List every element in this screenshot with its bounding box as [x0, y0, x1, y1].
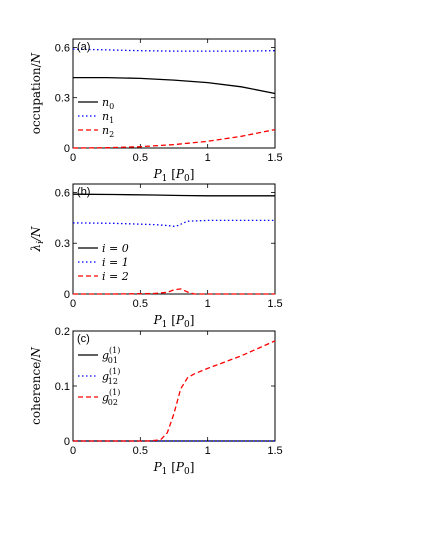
y-tick-label: 0	[64, 436, 70, 448]
series-line-3	[73, 288, 275, 295]
chart-panel-2: 0 0.5 1 1.5 0 0.3 0.6 (b) i = 0i = 1i = 2 P1 [P0]…	[29, 183, 283, 330]
legend-entry: g(1) 02	[102, 388, 120, 407]
y-axis-label: coherence/N	[29, 347, 43, 425]
y-tick-label: 0.1	[55, 381, 70, 393]
series-line-1	[72, 193, 275, 197]
series-line-3	[72, 128, 276, 149]
legend: i = 0i = 1i = 2	[78, 242, 129, 283]
x-tick-label: 0.5	[133, 445, 148, 457]
panel-label: (a)	[77, 41, 90, 53]
legend-entry: g(1) 12	[102, 367, 120, 386]
series-line-2	[72, 48, 276, 52]
x-axis-label: P1 [P0]	[153, 167, 195, 184]
y-tick-label: 0.2	[55, 326, 70, 338]
x-tick-label: 1	[205, 445, 211, 457]
axes-frame	[72, 330, 276, 442]
x-tick-label: 0	[70, 152, 76, 164]
x-tick-label: 0.5	[133, 152, 148, 164]
legend: g(1) 01 g(1) 12 g(1) 02	[78, 346, 120, 407]
x-tick-label: 1.5	[267, 152, 282, 164]
x-tick-label: 0	[70, 445, 76, 457]
legend-entry: i = 0	[102, 242, 129, 255]
axes-frame	[72, 183, 276, 295]
x-tick-label: 1	[205, 152, 211, 164]
y-tick-label: 0	[64, 289, 70, 301]
series-line-2	[72, 219, 275, 227]
x-tick-label: 1.5	[267, 445, 282, 457]
x-tick-label: 0	[70, 298, 76, 310]
y-axis-label: occupation/N	[29, 52, 43, 134]
x-tick-label: 0.5	[133, 298, 148, 310]
y-tick-label: 0.3	[55, 238, 70, 250]
y-tick-label: 0.3	[55, 93, 70, 105]
x-tick-label: 1.5	[267, 298, 282, 310]
legend-entry: g(1) 01	[102, 346, 120, 365]
legend-entry: n0	[102, 96, 114, 111]
legend-entry: i = 2	[102, 270, 129, 283]
y-tick-label: 0.6	[55, 42, 70, 54]
x-axis-label: P1 [P0]	[153, 313, 195, 330]
legend-entry: i = 1	[102, 256, 129, 269]
y-axis-label: λi/N	[29, 226, 46, 253]
y-tick-label: 0.6	[55, 187, 70, 199]
legend-entry: n2	[102, 124, 114, 139]
panel-label: (c)	[77, 333, 90, 345]
series-line-3	[73, 340, 276, 442]
y-tick-label: 0	[64, 143, 70, 155]
chart-panel-3: 0 0.5 1 1.5 0 0.1 0.2 (c) g(1) 01 g(1) 12 g(1) 02 P1 […	[29, 326, 283, 477]
x-tick-label: 1	[205, 298, 211, 310]
x-axis-label: P1 [P0]	[153, 460, 195, 477]
series-line-1	[73, 76, 276, 95]
panel-label: (b)	[77, 186, 90, 198]
legend-entry: n1	[102, 110, 114, 125]
